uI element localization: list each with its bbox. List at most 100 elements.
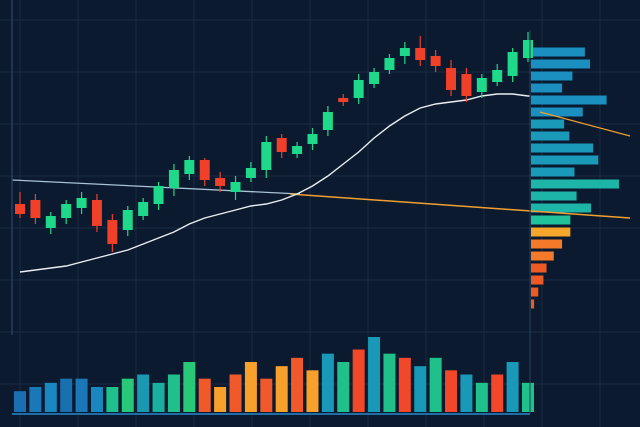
- candle-body: [91, 200, 102, 226]
- volume-profile-bar: [531, 143, 594, 153]
- volume-profile-bar: [531, 119, 565, 129]
- candle: [369, 68, 380, 88]
- candle: [215, 172, 226, 192]
- volume-bar: [491, 374, 504, 412]
- volume-profile-bar: [531, 275, 544, 285]
- candle: [199, 158, 210, 186]
- volume-profile-bar: [531, 83, 563, 93]
- volume-bar: [337, 362, 350, 412]
- candle-body: [153, 186, 164, 204]
- candle: [45, 212, 56, 234]
- candle: [523, 32, 533, 62]
- volume-profile-bar: [531, 47, 585, 57]
- volume-bar: [414, 366, 427, 412]
- volume-bar: [167, 374, 180, 412]
- volume-bar: [90, 387, 103, 412]
- candle-body: [322, 112, 333, 130]
- candle: [30, 194, 41, 224]
- volume-bar: [445, 370, 458, 412]
- candle: [307, 128, 318, 150]
- volume-profile-bar: [531, 179, 619, 189]
- candle-body: [245, 168, 256, 178]
- candle: [338, 94, 349, 106]
- candle-body: [307, 134, 318, 144]
- candle-body: [276, 138, 287, 152]
- candle: [415, 36, 426, 66]
- candle-body: [138, 202, 149, 216]
- volume-profile-bar: [531, 191, 577, 201]
- candle: [292, 142, 303, 158]
- volume-profile-bar: [531, 167, 575, 177]
- volume-bar: [183, 362, 196, 412]
- candle-body: [107, 220, 118, 244]
- candle-body: [292, 146, 303, 154]
- volume-bar: [291, 357, 304, 412]
- volume-profile-bar: [531, 95, 607, 105]
- volume-bar: [229, 374, 242, 412]
- candle-body: [461, 74, 472, 96]
- volume-bar: [121, 378, 134, 412]
- volume-profile-bar: [531, 203, 592, 213]
- volume-bar: [214, 387, 227, 412]
- volume-profile-bar: [531, 287, 539, 297]
- volume-bar: [14, 391, 26, 412]
- volume-bar: [429, 357, 442, 412]
- candle-body: [215, 178, 226, 186]
- candle-body: [430, 56, 441, 66]
- trend-line-upper: [539, 111, 631, 137]
- candle: [153, 182, 164, 210]
- volume-bar: [506, 362, 519, 412]
- volume-bar: [60, 378, 73, 412]
- volume-bar: [368, 337, 381, 412]
- candle: [76, 192, 87, 214]
- trend-line: [289, 193, 631, 219]
- candle-body: [446, 68, 457, 90]
- candle-body: [61, 204, 72, 218]
- candle-body: [353, 80, 364, 98]
- candle-body: [369, 72, 380, 84]
- candle-body: [338, 98, 349, 102]
- volume-bar: [198, 378, 211, 412]
- volume-bar: [29, 387, 42, 412]
- candle-body: [45, 216, 56, 228]
- overlay-lines: [11, 93, 631, 273]
- candle: [107, 214, 118, 252]
- volume-profile-bar: [531, 107, 583, 117]
- candle: [276, 134, 287, 158]
- candle: [430, 50, 441, 72]
- candle: [384, 54, 395, 74]
- volume-bar: [383, 353, 396, 412]
- candle: [184, 156, 195, 180]
- candle-body: [399, 48, 410, 56]
- candle: [15, 192, 25, 218]
- candles: [15, 32, 533, 252]
- volume-bar: [44, 382, 57, 412]
- volume-bar: [244, 362, 257, 412]
- candle-body: [15, 204, 25, 214]
- volume-profile-bar: [531, 299, 535, 309]
- volume-profile-bar: [531, 263, 547, 273]
- volume-profile: [531, 47, 619, 309]
- volume-bar: [522, 382, 534, 412]
- volume-profile-bar: [531, 227, 571, 237]
- volume-bar: [137, 374, 150, 412]
- candle: [245, 162, 256, 182]
- candle-body: [122, 210, 133, 230]
- candle-body: [415, 48, 426, 60]
- volume-bar: [152, 382, 165, 412]
- volume-profile-bar: [531, 155, 599, 165]
- volume-bars: [14, 337, 534, 412]
- volume-bar: [106, 387, 119, 412]
- volume-bar: [75, 378, 88, 412]
- volume-profile-bar: [531, 239, 563, 249]
- volume-profile-bar: [531, 59, 591, 69]
- volume-profile-bar: [531, 71, 573, 81]
- candle: [353, 74, 364, 104]
- candle: [492, 64, 503, 86]
- candle-body: [76, 198, 87, 208]
- candle: [122, 206, 133, 236]
- candle: [168, 164, 179, 196]
- volume-bar: [352, 349, 365, 412]
